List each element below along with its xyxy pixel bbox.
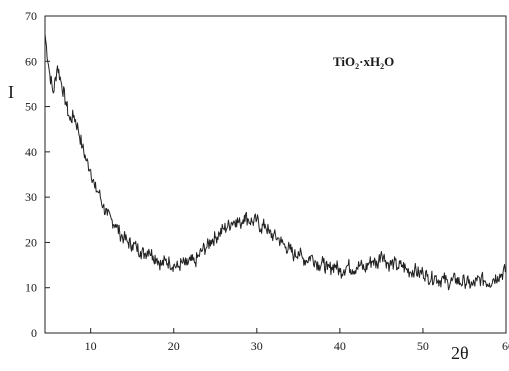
- plot-frame: [44, 15, 507, 334]
- annotation-part-1: TiO: [333, 54, 355, 69]
- x-tick-label: 10: [85, 339, 97, 353]
- x-tick-label: 50: [417, 339, 429, 353]
- x-tick-label: 20: [168, 339, 180, 353]
- compound-annotation: TiO2·xH2O: [333, 54, 394, 71]
- x-ticks-group: 10 20 30 40 50 60: [85, 328, 509, 353]
- x-axis-label: 2θ: [451, 343, 469, 363]
- annotation-subscript-2: 2: [380, 62, 384, 71]
- series-group: [44, 34, 507, 291]
- y-ticks-group: 0 10 20 30 40 50 60 70: [25, 9, 50, 340]
- series-line: [44, 34, 507, 291]
- y-tick-label: 60: [25, 54, 37, 68]
- y-tick-label: 40: [25, 145, 37, 159]
- annotation-subscript-1: 2: [355, 62, 359, 71]
- y-tick-label: 30: [25, 190, 37, 204]
- annotation-part-3: O: [384, 54, 394, 69]
- annotation-part-2: ·xH: [359, 54, 380, 69]
- axes-group: [44, 15, 507, 334]
- x-tick-label: 30: [251, 339, 263, 353]
- y-tick-label: 50: [25, 100, 37, 114]
- x-tick-label: 60: [502, 339, 509, 353]
- y-tick-label: 20: [25, 235, 37, 249]
- y-tick-label: 0: [31, 326, 37, 340]
- y-axis-label: I: [8, 82, 14, 102]
- y-tick-label: 10: [25, 281, 37, 295]
- x-tick-label: 40: [334, 339, 346, 353]
- y-tick-label: 70: [25, 9, 37, 23]
